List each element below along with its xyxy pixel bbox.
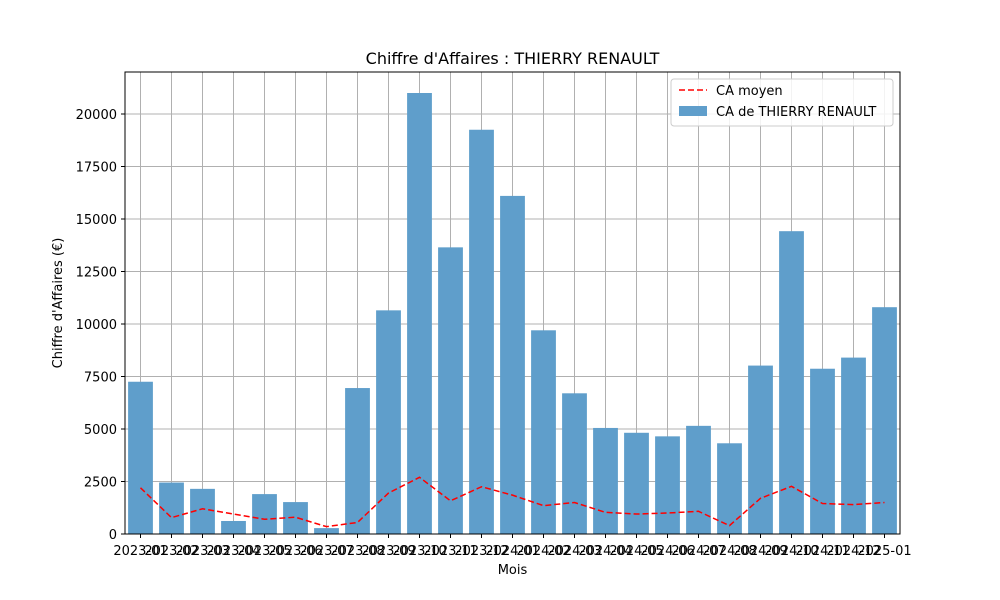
bar xyxy=(655,436,680,534)
bar xyxy=(593,427,618,534)
x-tick-label: 2023-11 xyxy=(423,544,477,559)
x-tick-label: 2024-09 xyxy=(733,544,787,559)
bar xyxy=(624,432,649,534)
x-tick-label: 2023-08 xyxy=(330,544,384,559)
x-tick-label: 2024-08 xyxy=(702,544,756,559)
x-tick-label: 2023-01 xyxy=(113,544,167,559)
bar xyxy=(531,330,556,534)
legend-label-ca-moyen: CA moyen xyxy=(716,84,783,99)
bar xyxy=(810,368,835,534)
x-tick-label: 2024-06 xyxy=(640,544,694,559)
y-axis-title: Chiffre d'Affaires (€) xyxy=(51,238,66,369)
legend: CA moyen CA de THIERRY RENAULT xyxy=(670,78,894,127)
bar xyxy=(779,231,804,534)
y-tick-label: 5000 xyxy=(84,423,117,438)
y-tick-label: 0 xyxy=(109,528,117,543)
y-tick-label: 12500 xyxy=(76,266,117,281)
ca-moyen-line xyxy=(139,476,885,528)
x-tick-label: 2023-05 xyxy=(237,544,291,559)
y-tick-label: 15000 xyxy=(76,213,117,228)
bar xyxy=(345,388,370,534)
legend-label-ca-thierry-renault: CA de THIERRY RENAULT xyxy=(716,105,876,120)
y-tick-label: 7500 xyxy=(84,371,117,386)
bar xyxy=(376,310,401,534)
bar xyxy=(283,502,308,534)
y-tick-label: 20000 xyxy=(76,108,117,123)
bar xyxy=(128,381,153,534)
x-tick-label: 2023-02 xyxy=(144,544,198,559)
x-tick-label: 2024-07 xyxy=(671,544,725,559)
x-tick-label: 2024-10 xyxy=(764,544,818,559)
x-tick-label: 2023-03 xyxy=(175,544,229,559)
bar xyxy=(221,520,246,534)
tick-layer: 2023-012023-022023-032023-042023-052023-… xyxy=(76,108,912,559)
x-tick-label: 2023-04 xyxy=(206,544,260,559)
bar xyxy=(841,357,866,534)
x-tick-label: 2023-07 xyxy=(299,544,353,559)
x-tick-label: 2024-04 xyxy=(578,544,632,559)
x-tick-label: 2025-01 xyxy=(857,544,911,559)
x-tick-label: 2023-12 xyxy=(454,544,508,559)
x-tick-label: 2024-12 xyxy=(826,544,880,559)
x-tick-label: 2024-11 xyxy=(795,544,849,559)
bar xyxy=(500,195,525,534)
y-tick-label: 17500 xyxy=(76,161,117,176)
bar xyxy=(159,482,184,534)
x-tick-label: 2024-05 xyxy=(609,544,663,559)
x-tick-label: 2023-10 xyxy=(392,544,446,559)
bar xyxy=(252,494,277,534)
line-layer xyxy=(139,476,885,528)
x-tick-label: 2023-06 xyxy=(268,544,322,559)
bar xyxy=(748,365,773,534)
bar xyxy=(438,247,463,534)
y-tick-label: 10000 xyxy=(76,318,117,333)
legend-box xyxy=(670,78,894,127)
bar xyxy=(686,425,711,534)
chart-title: Chiffre d'Affaires : THIERRY RENAULT xyxy=(366,49,660,68)
bar-layer xyxy=(128,93,897,534)
bar xyxy=(407,93,432,534)
x-tick-label: 2024-01 xyxy=(485,544,539,559)
bar xyxy=(469,129,494,534)
legend-swatch-ca-thierry-renault xyxy=(679,106,707,116)
x-tick-label: 2024-02 xyxy=(516,544,570,559)
x-tick-label: 2023-09 xyxy=(361,544,415,559)
y-tick-label: 2500 xyxy=(84,476,117,491)
x-tick-label: 2024-03 xyxy=(547,544,601,559)
bar xyxy=(314,528,339,534)
bar xyxy=(562,393,587,534)
bar xyxy=(872,307,897,534)
x-axis-title: Mois xyxy=(498,563,528,578)
bar xyxy=(717,443,742,534)
